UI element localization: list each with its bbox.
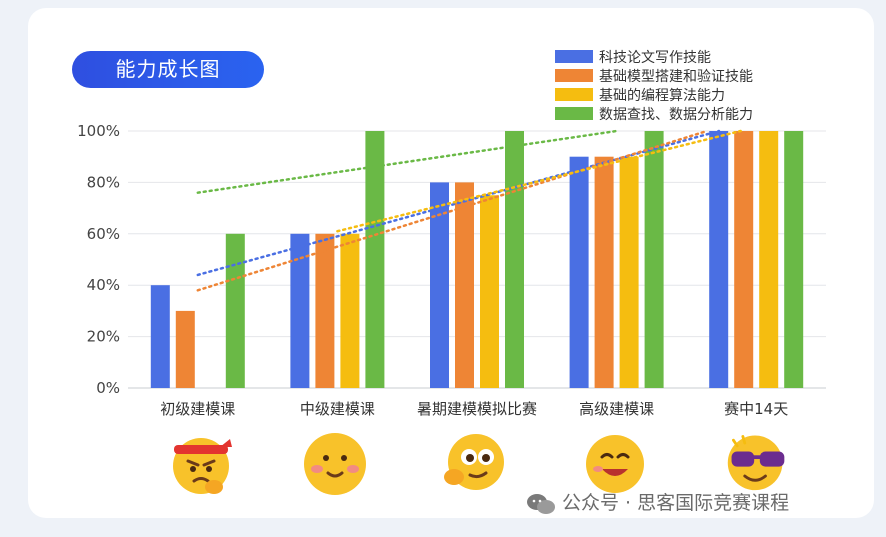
legend-swatch: [555, 69, 593, 82]
y-tick-label: 40%: [87, 276, 120, 294]
legend-swatch: [555, 107, 593, 120]
bar: [315, 233, 335, 388]
trendline: [196, 129, 618, 194]
sunglasses-emoji-icon: [727, 435, 785, 491]
watermark-text: 公众号 · 思客国际竞赛课程: [562, 492, 790, 514]
x-tick-label: 赛中14天: [724, 400, 788, 418]
wechat-icon: [527, 493, 555, 514]
legend-label: 数据查找、数据分析能力: [599, 107, 753, 123]
angry-headband-emoji-icon: [173, 438, 232, 494]
bar: [175, 310, 195, 388]
bar: [455, 182, 474, 388]
bar: [644, 131, 664, 388]
x-tick-label: 中级建模课: [300, 400, 375, 418]
blushing-smile-emoji-icon: [304, 433, 366, 495]
bar: [340, 233, 360, 388]
legend-label: 基础的编程算法能力: [599, 87, 725, 104]
x-tick-label: 初级建模课: [160, 400, 235, 418]
y-tick-label: 0%: [96, 379, 120, 397]
y-tick-label: 100%: [77, 122, 120, 140]
thinking-emoji-icon: [444, 434, 504, 490]
bar: [430, 182, 449, 388]
bar: [480, 195, 499, 388]
legend-label: 基础模型搭建和验证技能: [599, 68, 753, 85]
bar: [505, 131, 524, 388]
x-tick-label: 高级建模课: [579, 400, 654, 418]
chart-card: [28, 8, 874, 518]
legend-label: 科技论文写作技能: [599, 50, 711, 66]
legend-swatch: [555, 88, 593, 101]
bar: [619, 156, 639, 388]
y-tick-label: 60%: [87, 225, 120, 243]
chart-title: 能力成长图: [72, 51, 264, 88]
bar: [150, 285, 170, 388]
grinning-emoji-icon: [586, 435, 644, 493]
legend-swatch: [555, 50, 593, 63]
x-tick-label: 暑期建模模拟比赛: [417, 400, 537, 418]
bar: [225, 233, 245, 388]
bar: [734, 131, 754, 388]
y-tick-label: 20%: [87, 328, 120, 346]
bar: [784, 131, 804, 388]
bar: [594, 156, 614, 388]
bar: [569, 156, 589, 388]
y-tick-label: 80%: [87, 173, 120, 191]
bar: [365, 131, 385, 388]
bar: [709, 131, 729, 388]
bar: [759, 131, 779, 388]
watermark: 公众号 · 思客国际竞赛课程: [526, 488, 789, 515]
trendline: [196, 129, 709, 292]
bar: [290, 233, 310, 388]
